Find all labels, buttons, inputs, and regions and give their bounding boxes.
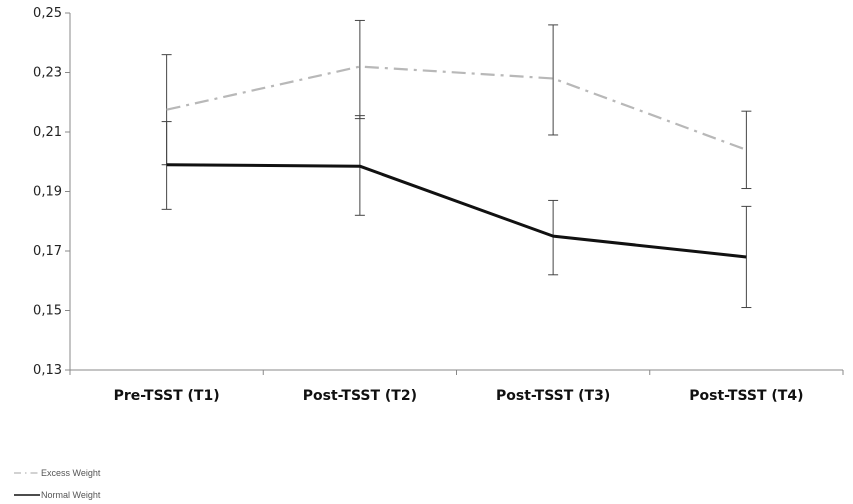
error-bar [741, 110, 752, 190]
x-tick-label: Post-TSST (T2) [303, 388, 417, 404]
x-tick-label: Post-TSST (T3) [496, 388, 610, 404]
series-line-excess-weight [166, 65, 747, 151]
y-tick-label: 0,19 [33, 185, 62, 200]
y-tick-label: 0,13 [33, 363, 62, 378]
y-tick-label: 0,15 [33, 304, 62, 319]
y-tick-label: 0,25 [33, 6, 62, 21]
axes: 0,13 0,15 0,17 0,19 0,21 0,23 0,25 Pre-TSST (T1… [33, 6, 844, 404]
y-tick-label: 0,23 [33, 66, 62, 81]
x-tick-label: Post-TSST (T4) [689, 388, 803, 404]
x-tick-label: Pre-TSST (T1) [114, 388, 220, 404]
error-bar [354, 19, 365, 120]
error-bar [548, 24, 559, 136]
y-tick-label: 0,17 [33, 244, 62, 259]
series-line-normal-weight [166, 163, 747, 259]
legend: Excess Weight Normal Weight [14, 468, 101, 500]
y-tick-label: 0,21 [33, 125, 62, 140]
legend-label-normal-weight: Normal Weight [41, 490, 101, 500]
series-lines [166, 65, 747, 259]
legend-label-excess-weight: Excess Weight [41, 468, 101, 478]
